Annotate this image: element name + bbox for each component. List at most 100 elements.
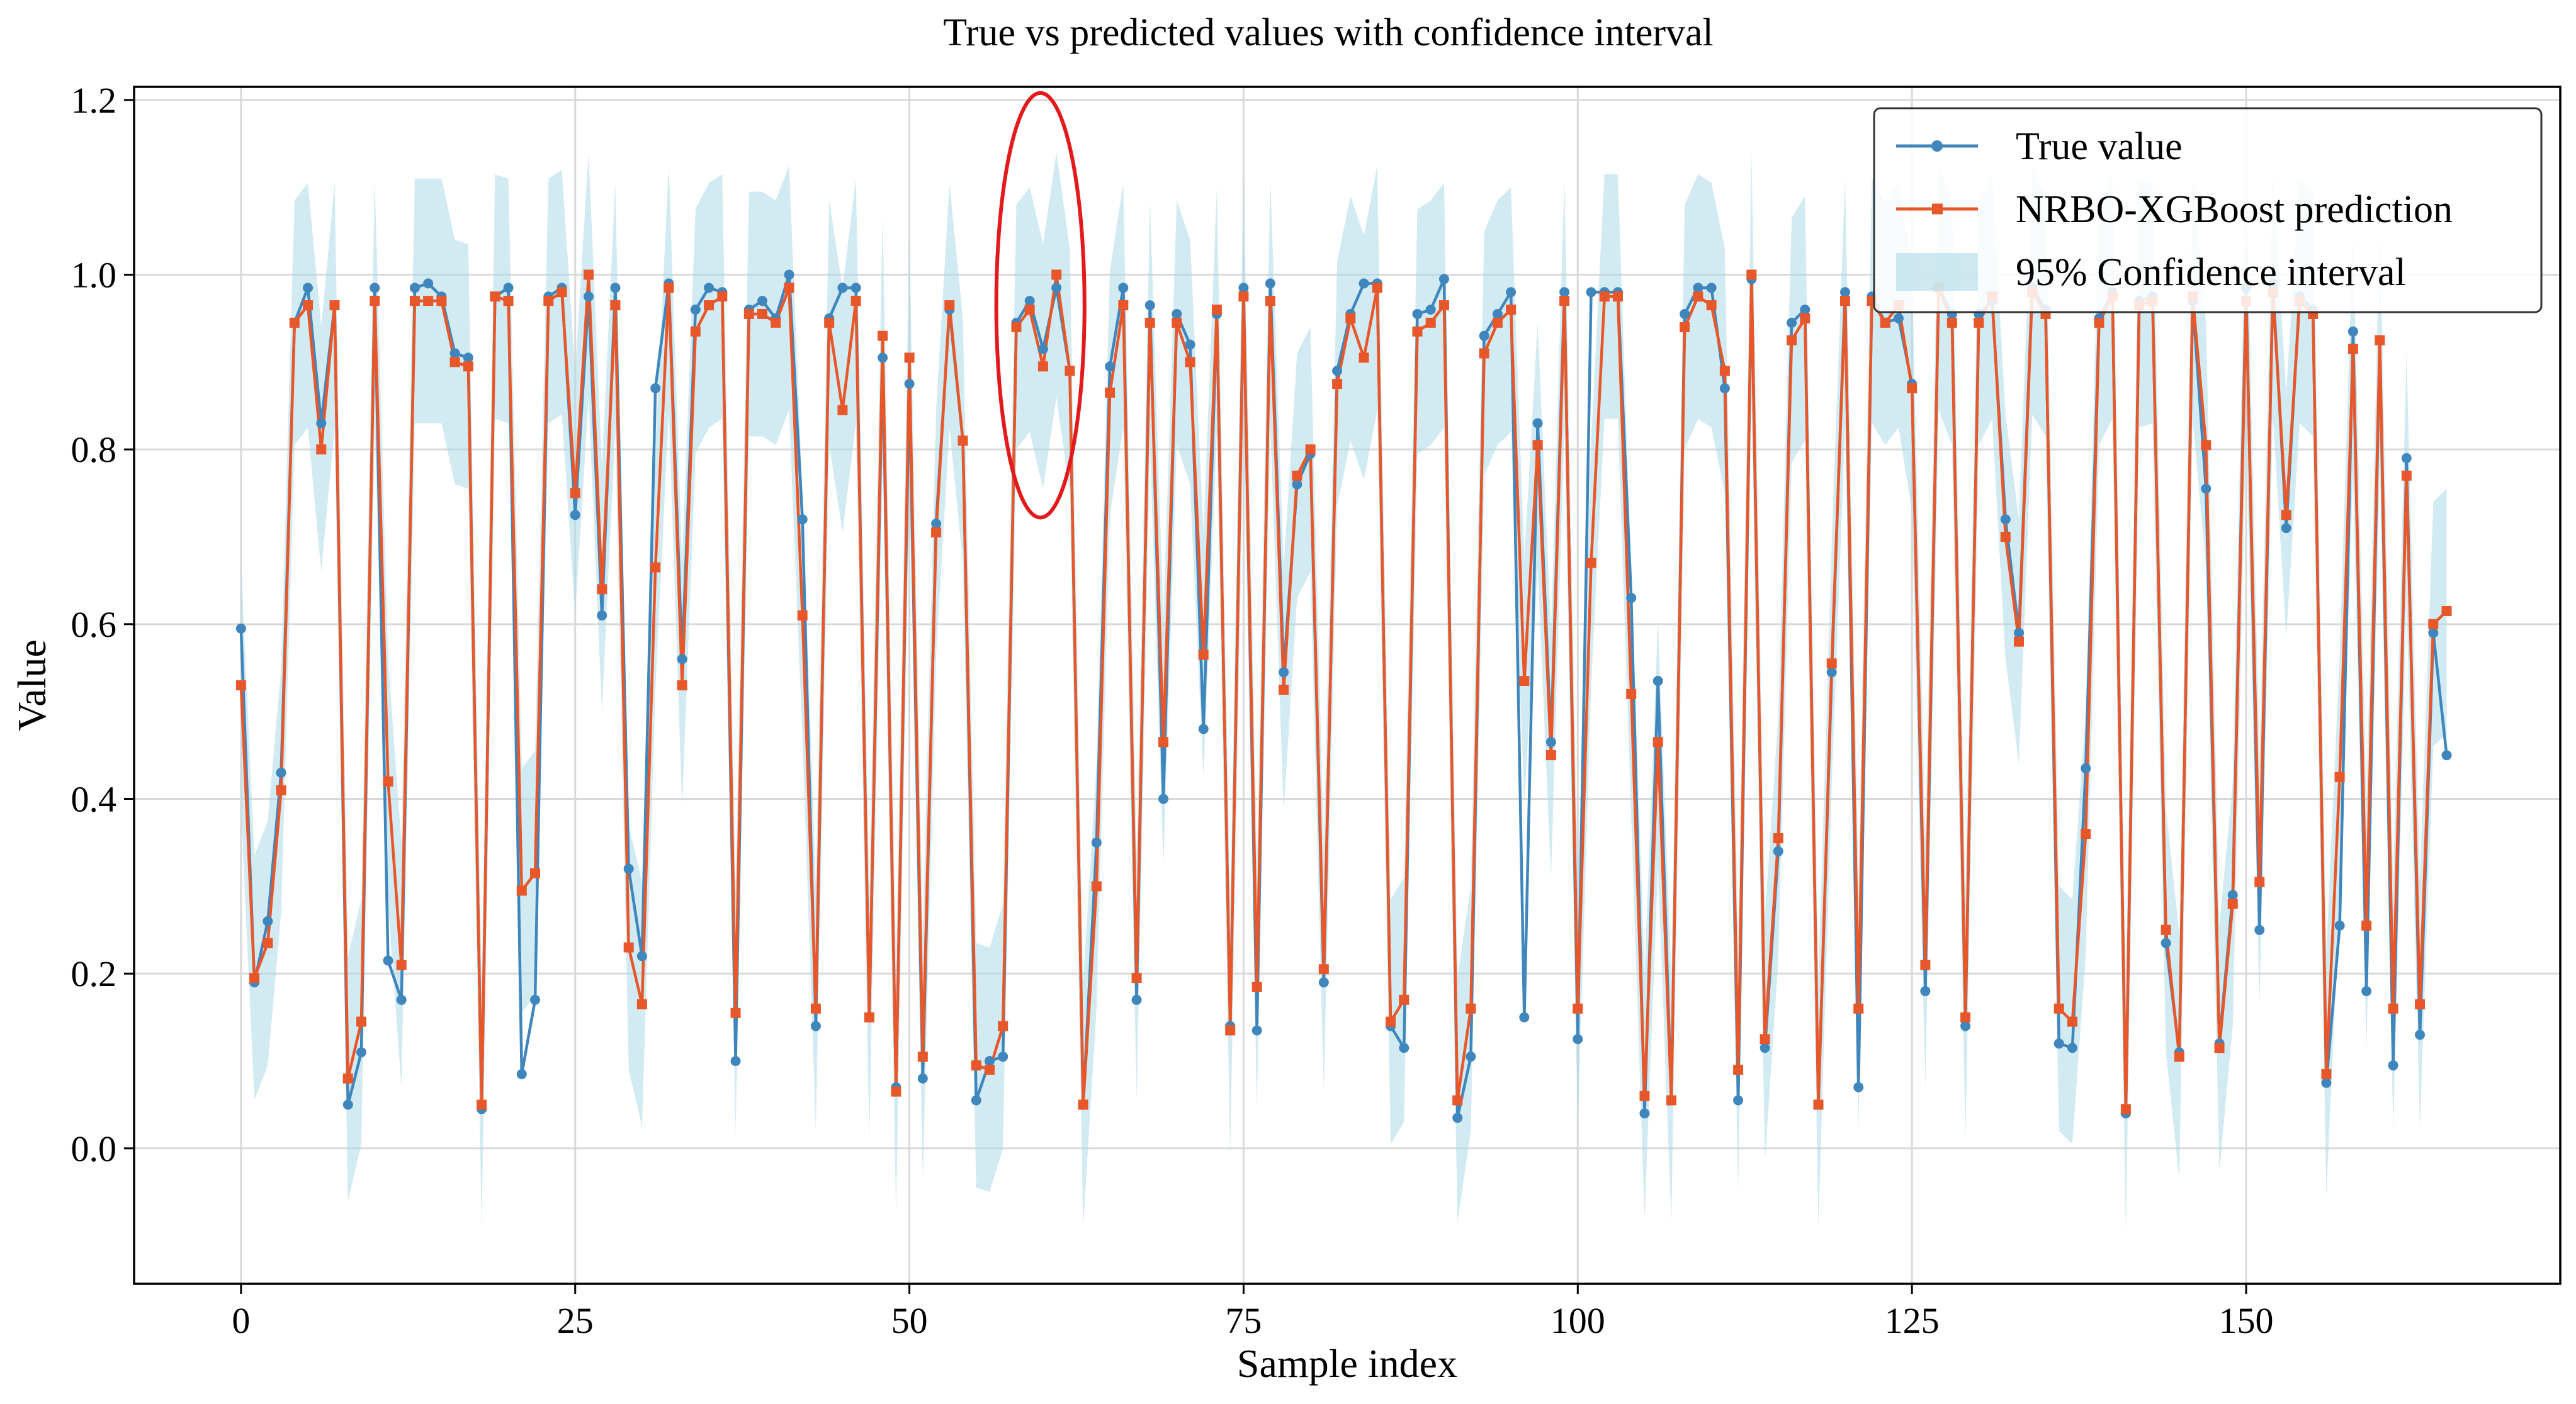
- prediction-point: [797, 610, 808, 621]
- true-value-point: [690, 305, 701, 315]
- prediction-point: [1144, 317, 1155, 328]
- prediction-point: [449, 357, 460, 368]
- prediction-point: [1787, 335, 1797, 345]
- true-value-point: [463, 352, 473, 363]
- prediction-point: [423, 296, 434, 306]
- true-value-point: [1131, 994, 1142, 1005]
- true-value-point: [1492, 308, 1503, 319]
- prediction-point: [1158, 737, 1169, 748]
- true-value-point: [1920, 986, 1931, 996]
- prediction-point: [771, 317, 781, 328]
- prediction-point: [2094, 317, 2104, 328]
- true-value-point: [516, 1069, 527, 1079]
- true-value-point: [2388, 1060, 2398, 1070]
- prediction-point: [1372, 283, 1382, 293]
- true-value-point: [2254, 924, 2265, 935]
- prediction-point: [971, 1060, 981, 1070]
- prediction-point: [543, 296, 554, 306]
- prediction-point: [917, 1052, 928, 1062]
- prediction-point: [1545, 750, 1556, 761]
- prediction-point: [717, 291, 728, 302]
- prediction-point: [2415, 999, 2426, 1009]
- prediction-point: [904, 352, 915, 363]
- true-value-point: [931, 519, 942, 529]
- true-value-point: [396, 994, 407, 1005]
- prediction-point: [303, 300, 314, 311]
- prediction-point: [516, 885, 527, 896]
- prediction-point: [1225, 1025, 1236, 1036]
- prediction-point: [1118, 300, 1129, 311]
- true-value-point: [2281, 523, 2291, 534]
- prediction-point: [1666, 1095, 1676, 1106]
- true-value-point: [1438, 274, 1449, 284]
- prediction-point: [1131, 973, 1142, 984]
- true-value-point: [2053, 1038, 2064, 1049]
- true-value-point: [1760, 1043, 1770, 1053]
- plot-frame: [133, 86, 2562, 1285]
- prediction-point: [463, 361, 473, 372]
- chart-title: True vs predicted values with confidence…: [943, 11, 1714, 54]
- true-value-point: [597, 610, 607, 621]
- prediction-point: [730, 1008, 741, 1018]
- x-tick-label: 150: [2218, 1300, 2273, 1341]
- prediction-point: [490, 291, 500, 302]
- prediction-point: [1238, 291, 1249, 302]
- y-tick-label: 1.0: [71, 254, 117, 295]
- true-value-point: [1198, 724, 1209, 734]
- legend-ci-label: 95% Confidence interval: [2016, 251, 2406, 294]
- prediction-point: [1399, 994, 1409, 1005]
- true-value-point: [235, 623, 246, 634]
- legend-true-marker: [1931, 140, 1943, 152]
- prediction-point: [1880, 317, 1890, 328]
- true-value-point: [1279, 667, 1289, 678]
- true-value-point: [570, 510, 580, 520]
- true-value-point: [1719, 383, 1730, 393]
- prediction-line: [239, 273, 2448, 1111]
- true-value-point: [423, 278, 434, 289]
- confidence-band: [240, 152, 2447, 1232]
- true-value-point: [316, 418, 327, 429]
- true-value-point: [757, 296, 768, 306]
- prediction-point: [1305, 444, 1316, 455]
- true-value-point: [2201, 483, 2212, 494]
- y-tick-label: 0.6: [71, 604, 117, 645]
- true-value-point: [1452, 1113, 1463, 1123]
- true-value-point: [1425, 305, 1436, 315]
- prediction-point: [650, 562, 661, 573]
- true-value-point: [2014, 627, 2025, 638]
- prediction-point: [1826, 658, 1837, 669]
- true-value-point: [1024, 296, 1035, 306]
- prediction-point: [1559, 296, 1570, 306]
- true-value-point: [1251, 1025, 1262, 1036]
- prediction-point: [1412, 326, 1423, 337]
- prediction-point: [824, 317, 835, 328]
- prediction-point: [1425, 317, 1436, 328]
- x-tick-label: 0: [232, 1300, 250, 1341]
- y-tick-label: 1.2: [71, 80, 117, 121]
- prediction-point: [1680, 322, 1690, 332]
- true-value-point: [1652, 676, 1663, 687]
- prediction-point: [583, 269, 594, 280]
- true-value-point: [1506, 287, 1517, 298]
- true-value-point: [1158, 794, 1169, 804]
- prediction-point: [1065, 366, 1075, 376]
- prediction-point: [784, 283, 794, 293]
- prediction-point: [383, 776, 393, 787]
- prediction-point: [958, 435, 968, 446]
- prediction-point: [2254, 877, 2265, 887]
- prediction-point: [998, 1021, 1008, 1031]
- true-value-point: [1680, 308, 1690, 319]
- prediction-point: [864, 1012, 874, 1023]
- true-value-point: [1037, 344, 1048, 354]
- true-value-point: [2067, 1043, 2077, 1053]
- confidence-band-layer: [240, 152, 2447, 1232]
- prediction-point: [370, 296, 380, 306]
- prediction-point: [2161, 924, 2171, 935]
- true-value-point: [449, 348, 460, 359]
- prediction-point: [2281, 510, 2291, 520]
- prediction-point: [396, 960, 407, 970]
- true-value-point: [917, 1073, 928, 1084]
- true-value-point: [1399, 1043, 1409, 1053]
- x-tick-label: 75: [1225, 1300, 1262, 1341]
